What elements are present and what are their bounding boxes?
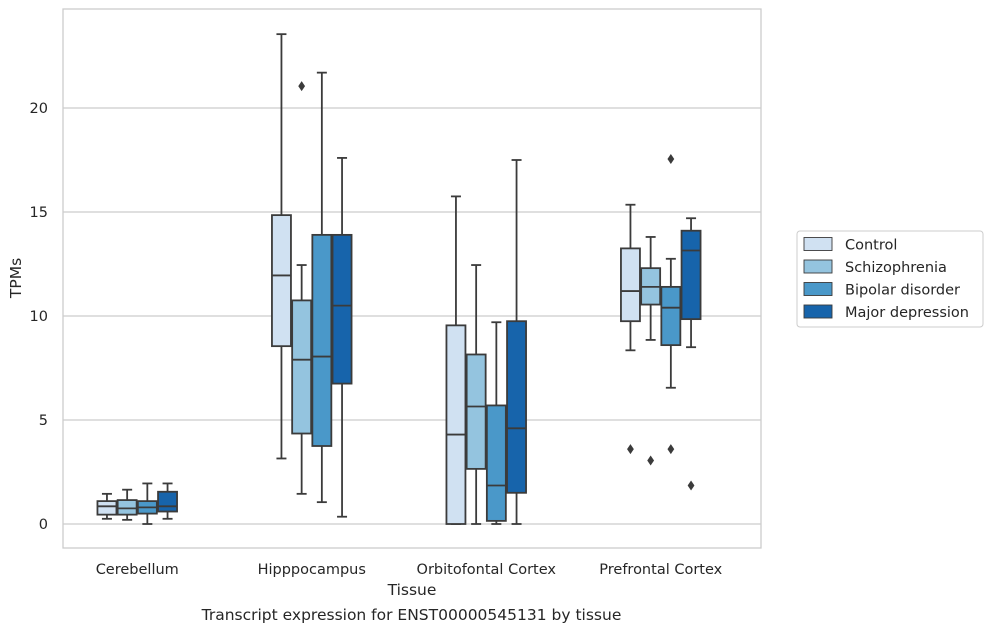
legend-swatch: [803, 282, 833, 296]
box-iqr: [291, 299, 313, 435]
x-axis-title: Tissue: [387, 581, 437, 599]
box-iqr: [271, 214, 292, 348]
box-group: [116, 488, 138, 521]
y-tick-label: 15: [30, 205, 48, 221]
legend-swatch: [803, 259, 833, 274]
box-iqr: [116, 499, 138, 516]
legend-swatch: [803, 304, 833, 319]
legend-swatch: [803, 237, 833, 251]
y-tick-labels: 0 5 10 15 20: [30, 101, 48, 533]
x-tick-label: Prefrontal Cortex: [599, 562, 722, 578]
box-plot-boxes: [96, 33, 702, 525]
box-group: [445, 195, 467, 525]
legend-frame: [796, 230, 984, 328]
x-tick-label: Cerebellum: [96, 562, 179, 578]
x-tick-label: Hipppocampus: [258, 562, 366, 578]
box-iqr: [485, 404, 507, 522]
y-tick-label: 20: [30, 101, 48, 117]
box-iqr: [620, 247, 641, 323]
box-group: [271, 33, 292, 460]
outlier-point: [647, 455, 655, 466]
box-iqr: [96, 500, 118, 516]
y-axis-title: TPMs: [7, 258, 25, 299]
box-group: [96, 492, 118, 520]
y-tick-label: 5: [39, 413, 48, 429]
box-group: [465, 264, 487, 525]
box-iqr: [157, 490, 178, 513]
figure-caption: Transcript expression for ENST0000054513…: [201, 606, 622, 624]
box-group: [136, 482, 158, 525]
outlier-point: [298, 81, 306, 92]
legend: Control Schizophrenia Bipolar disorder Majo…: [796, 230, 984, 328]
box-iqr: [331, 233, 353, 385]
box-iqr: [506, 320, 527, 494]
x-tick-labels: Cerebellum Hipppocampus Orbitofontal Corte…: [96, 562, 723, 578]
box-group: [506, 159, 527, 525]
box-iqr: [445, 324, 467, 525]
box-group: [660, 153, 682, 455]
outlier-point: [667, 444, 675, 455]
box-group: [311, 71, 333, 504]
box-group: [620, 203, 641, 455]
box-iqr: [680, 229, 702, 321]
legend-label: Major depression: [845, 305, 969, 321]
box-group: [640, 236, 662, 466]
y-tick-label: 0: [39, 517, 48, 533]
box-iqr: [465, 353, 487, 470]
box-iqr: [660, 285, 682, 347]
outlier-point: [687, 480, 695, 491]
y-tick-label: 10: [30, 309, 48, 325]
legend-label: Bipolar disorder: [845, 283, 960, 299]
x-tick-label: Orbitofontal Cortex: [417, 562, 557, 578]
box-plot-chart: 0 5 10 15 20 Cerebellum Hipppocampus Orbitofon…: [7, 8, 984, 599]
legend-label: Schizophrenia: [845, 260, 947, 276]
box-group: [680, 217, 702, 491]
box-iqr: [311, 233, 333, 447]
box-group: [331, 157, 353, 518]
box-group: [485, 321, 507, 525]
outlier-point: [627, 444, 634, 455]
legend-label: Control: [845, 238, 897, 254]
outlier-point: [667, 153, 675, 164]
box-group: [291, 81, 313, 495]
grid-lines: [63, 107, 761, 525]
plot-frame: [62, 8, 762, 549]
box-group: [157, 482, 178, 520]
